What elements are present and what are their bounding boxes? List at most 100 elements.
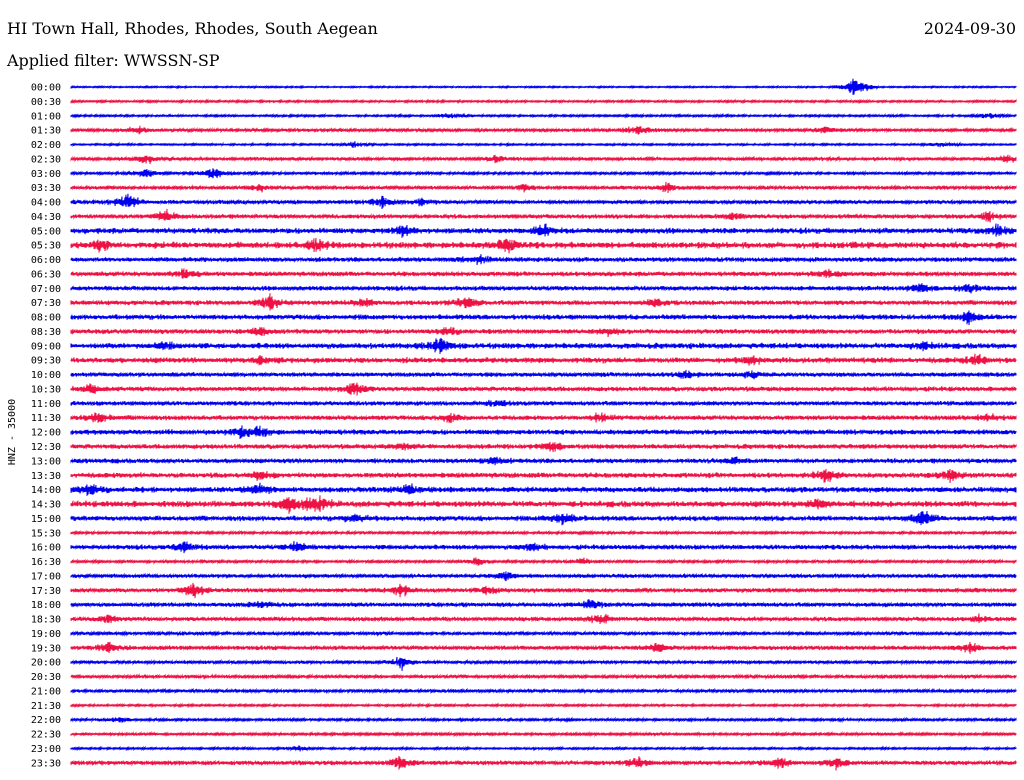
trace-line [70,456,1017,466]
trace-line [70,412,1017,424]
date-label: 2024-09-30 [923,19,1016,38]
trace-line [70,283,1017,294]
trace-line [70,254,1017,266]
trace-line [70,599,1017,609]
tick-label: 17:30 [31,586,61,597]
trace-line [70,353,1017,366]
trace-line [70,541,1017,554]
tick-label: 13:00 [31,456,61,467]
trace-line [70,293,1017,311]
trace-line [70,702,1017,709]
tick-label: 00:30 [31,97,61,108]
trace-line [70,641,1017,654]
trace-line [70,529,1017,537]
trace-line [70,237,1017,254]
trace-line [70,208,1017,223]
tick-label: 06:00 [31,255,61,266]
tick-label: 18:30 [31,615,61,626]
tick-label: 15:00 [31,514,61,525]
tick-label: 08:00 [31,313,61,324]
tick-label: 11:00 [31,399,61,410]
tick-label: 21:00 [31,686,61,697]
trace-line [70,745,1017,752]
filter-label: Applied filter: WWSSN-SP [7,51,220,70]
tick-label: 13:30 [31,471,61,482]
tick-label: 18:00 [31,600,61,611]
tick-label: 01:30 [31,126,61,137]
tick-label: 02:00 [31,140,61,151]
tick-label: 05:00 [31,226,61,237]
tick-label: 03:00 [31,169,61,180]
tick-label: 09:30 [31,356,61,367]
tick-label: 14:30 [31,500,61,511]
tick-label: 06:30 [31,269,61,280]
tick-label: 16:00 [31,543,61,554]
tick-label: 12:00 [31,428,61,439]
trace-line [70,141,1017,148]
trace-line [70,337,1017,354]
trace-line [70,582,1017,599]
tick-label: 14:00 [31,485,61,496]
trace-line [70,755,1017,771]
trace-line [70,181,1017,194]
trace-line [70,673,1017,681]
trace-line [70,730,1017,738]
tick-label: 22:00 [31,715,61,726]
tick-label: 01:00 [31,111,61,122]
trace-line [70,629,1017,637]
tick-label: 19:30 [31,643,61,654]
trace-line [70,656,1017,671]
trace-line [70,557,1017,566]
trace-line [70,310,1017,326]
tick-label: 10:30 [31,384,61,395]
tick-label: 07:00 [31,284,61,295]
tick-label: 04:30 [31,212,61,223]
trace-line [70,687,1017,695]
trace-line [70,468,1017,484]
trace-line [70,369,1017,380]
tick-label: 19:00 [31,629,61,640]
trace-line [70,193,1017,210]
tick-label: 15:30 [31,528,61,539]
tick-label: 17:00 [31,571,61,582]
tick-label: 20:00 [31,658,61,669]
trace-line [70,571,1017,582]
tick-label: 04:00 [31,198,61,209]
trace-line [70,125,1017,135]
tick-label: 22:30 [31,730,61,741]
station-title: HI Town Hall, Rhodes, Rhodes, South Aege… [7,19,378,38]
tick-label: 21:30 [31,701,61,712]
tick-label: 20:30 [31,672,61,683]
tick-label: 11:30 [31,413,61,424]
trace-line [70,441,1017,453]
trace-line [70,482,1017,496]
trace-line [70,613,1017,625]
trace-line [70,495,1017,514]
tick-label: 10:00 [31,370,61,381]
trace-line [70,223,1017,238]
tick-label: 23:00 [31,744,61,755]
trace-line [70,326,1017,338]
tick-label: 02:30 [31,154,61,165]
tick-label: 09:00 [31,341,61,352]
tick-label: 08:30 [31,327,61,338]
tick-label: 23:30 [31,758,61,769]
tick-label: 00:00 [31,83,61,94]
trace-line [70,268,1017,279]
tick-label: 07:30 [31,298,61,309]
trace-line [70,168,1017,179]
tick-label: 16:30 [31,557,61,568]
trace-line [70,382,1017,396]
trace-line [70,716,1017,724]
tick-label: 05:30 [31,241,61,252]
trace-line [70,98,1017,105]
trace-line [70,78,1017,95]
trace-line [70,510,1017,526]
trace-line [70,112,1017,119]
tick-label: 03:30 [31,183,61,194]
trace-line [70,399,1017,407]
trace-line [70,154,1017,165]
tick-label: 12:30 [31,442,61,453]
trace-line [70,425,1017,440]
